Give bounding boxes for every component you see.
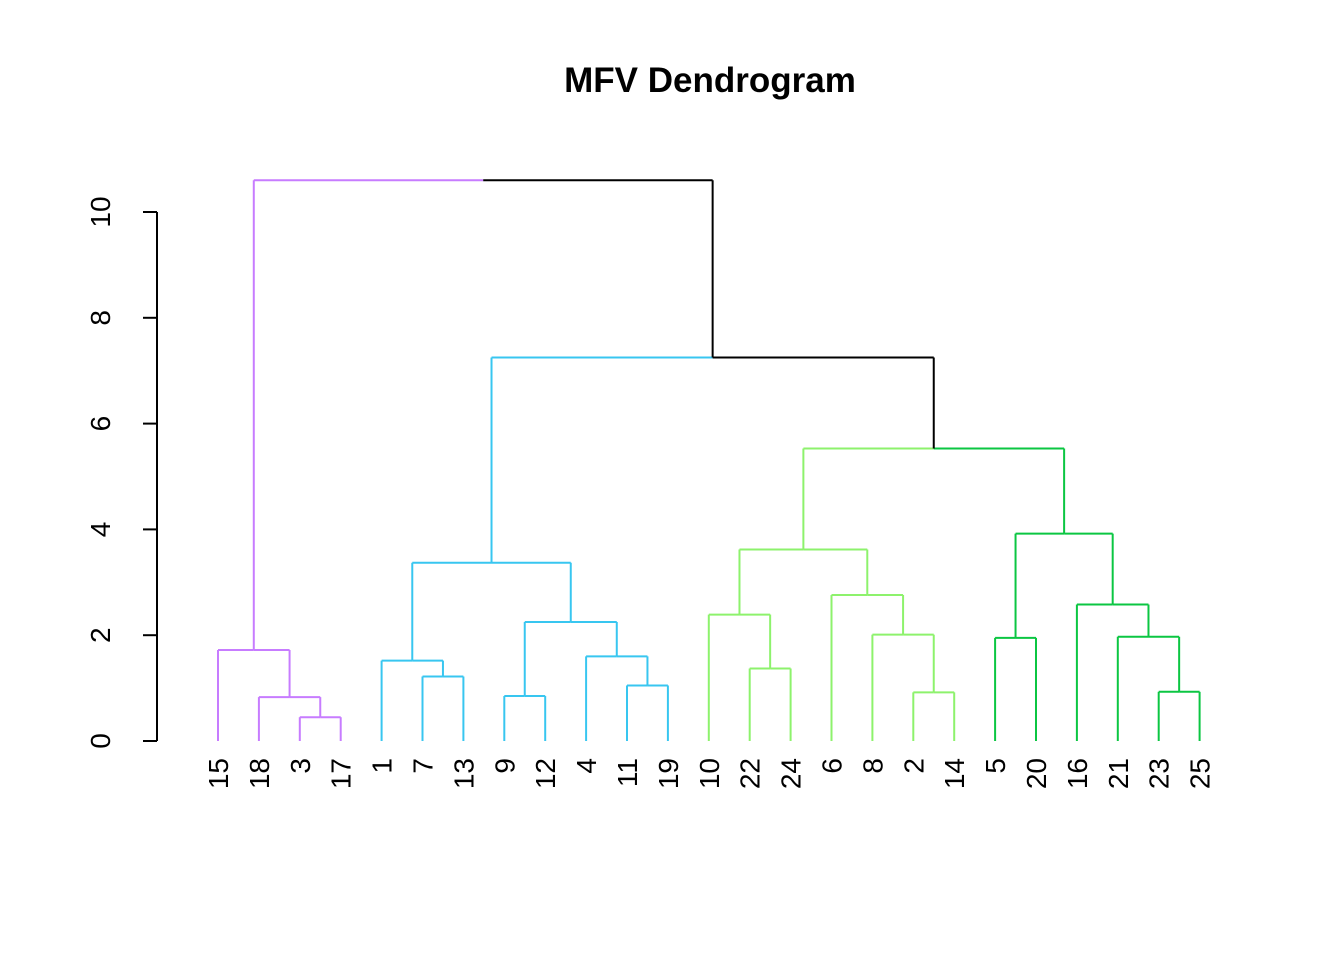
leaf-label-12: 12 <box>530 758 561 789</box>
leaf-label-4: 4 <box>571 758 602 774</box>
y-tick-label-10: 10 <box>85 196 116 227</box>
leaf-label-14: 14 <box>939 758 970 789</box>
y-axis: 0 2 4 6 8 10 <box>85 196 158 749</box>
y-tick-label-4: 4 <box>85 522 116 538</box>
dendrogram-branches <box>217 179 1201 741</box>
leaf-label-15: 15 <box>203 758 234 789</box>
leaf-label-8: 8 <box>857 758 888 774</box>
leaf-label-17: 17 <box>326 758 357 789</box>
leaf-label-18: 18 <box>244 758 275 789</box>
leaf-label-2: 2 <box>898 758 929 774</box>
leaf-label-7: 7 <box>408 758 439 774</box>
leaf-label-10: 10 <box>694 758 725 789</box>
leaf-label-24: 24 <box>776 758 807 789</box>
y-tick-label-0: 0 <box>85 733 116 749</box>
leaf-labels: 15 18 3 17 1 7 13 9 12 4 11 19 10 22 24 6 8 2 14 5 20 16 21 23 2… <box>203 758 1216 789</box>
leaf-label-16: 16 <box>1062 758 1093 789</box>
leaf-label-9: 9 <box>489 758 520 774</box>
leaf-label-1: 1 <box>367 758 398 774</box>
leaf-label-6: 6 <box>817 758 848 774</box>
y-tick-label-8: 8 <box>85 310 116 326</box>
leaf-label-23: 23 <box>1144 758 1175 789</box>
leaf-label-5: 5 <box>980 758 1011 774</box>
chart-title: MFV Dendrogram <box>564 61 856 100</box>
leaf-label-13: 13 <box>448 758 479 789</box>
y-tick-label-6: 6 <box>85 416 116 432</box>
leaf-label-21: 21 <box>1103 758 1134 789</box>
leaf-label-25: 25 <box>1185 758 1216 789</box>
leaf-label-22: 22 <box>735 758 766 789</box>
y-tick-label-2: 2 <box>85 627 116 643</box>
leaf-label-19: 19 <box>653 758 684 789</box>
leaf-label-3: 3 <box>285 758 316 774</box>
leaf-label-20: 20 <box>1021 758 1052 789</box>
leaf-label-11: 11 <box>612 758 643 787</box>
